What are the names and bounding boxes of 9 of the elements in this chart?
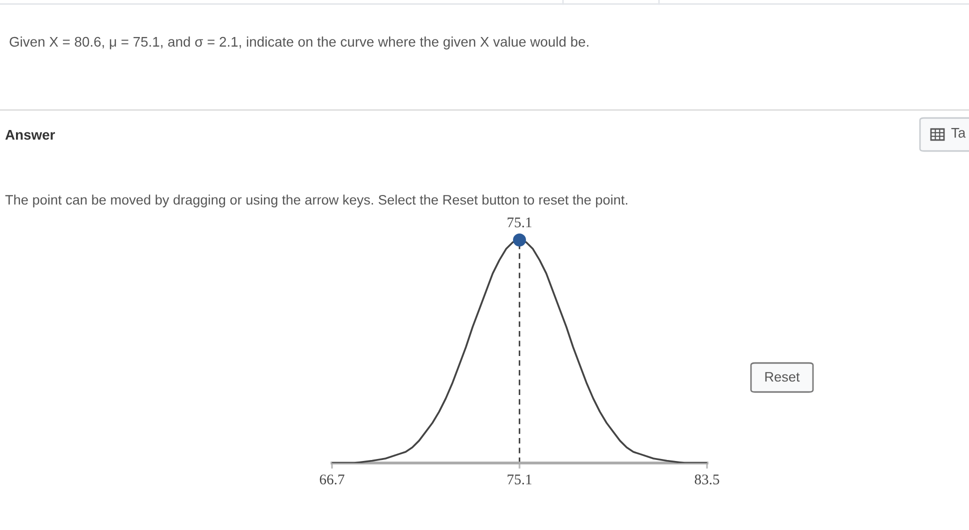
- text: Reset: [765, 372, 800, 382]
- annotation: 75.1: [508, 218, 532, 228]
- x-tick-label: 83.5: [694, 474, 720, 484]
- x-tick-label: 75.1: [508, 474, 532, 484]
- chart-title: Given X = 80.6, μ = 75.1, and σ = 2.1, indicate on the curve where the given X value would be.: [10, 36, 588, 50]
- text: The point can be moved by dragging or using the arrow keys. Select the Reset button to reset the point.: [5, 194, 628, 208]
- text: Answer: [5, 130, 55, 140]
- text: Ta: [951, 128, 966, 138]
- x-tick-label: 66.7: [320, 474, 344, 484]
